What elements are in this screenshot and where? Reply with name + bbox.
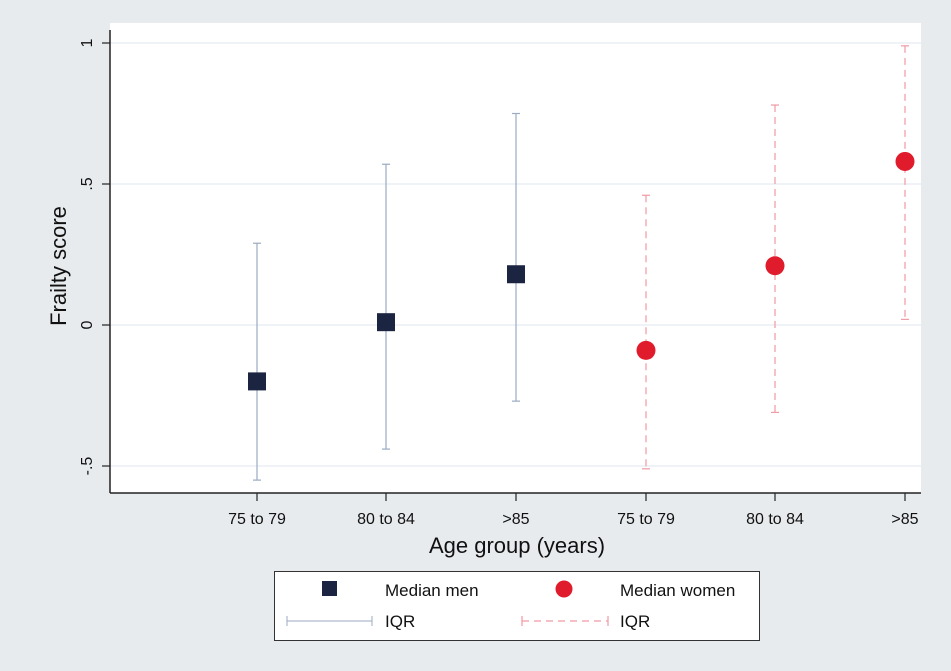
median-square-point xyxy=(377,313,395,332)
y-tick-label: -.5 xyxy=(79,457,96,476)
x-tick-label: 75 to 79 xyxy=(617,511,675,528)
median-square-point xyxy=(507,265,525,284)
legend: Median men Median women IQR IQR xyxy=(274,571,760,641)
legend-label-median-men: Median men xyxy=(385,581,479,600)
legend-square-marker xyxy=(322,581,337,596)
legend-label-iqr-women: IQR xyxy=(620,612,651,631)
median-circle-point xyxy=(765,256,785,276)
iqr-bars xyxy=(253,45,909,481)
x-tick-label: 80 to 84 xyxy=(746,511,804,528)
median-square-point xyxy=(248,372,266,391)
legend-label-median-women: Median women xyxy=(620,581,736,600)
x-tick-label: 75 to 79 xyxy=(228,511,286,528)
x-tick-label: >85 xyxy=(891,511,918,528)
y-tick-label: 0 xyxy=(79,320,96,329)
y-axis-ticks: -.5 0 .5 1 xyxy=(79,38,110,475)
y-tick-label: 1 xyxy=(79,38,96,47)
median-markers xyxy=(248,151,915,391)
median-circle-point xyxy=(895,151,915,171)
legend-symbols xyxy=(286,580,609,626)
y-axis-title: Frailty score xyxy=(46,206,71,326)
y-tick-label: .5 xyxy=(79,177,96,190)
x-axis-ticks: 75 to 79 80 to 84 >85 75 to 79 80 to 84 >85 xyxy=(228,493,919,528)
x-tick-label: 80 to 84 xyxy=(357,511,415,528)
x-tick-label: >85 xyxy=(502,511,529,528)
median-circle-point xyxy=(636,340,656,360)
x-axis-title: Age group (years) xyxy=(429,533,605,558)
legend-circle-marker xyxy=(555,580,573,598)
legend-label-iqr-men: IQR xyxy=(385,612,416,631)
